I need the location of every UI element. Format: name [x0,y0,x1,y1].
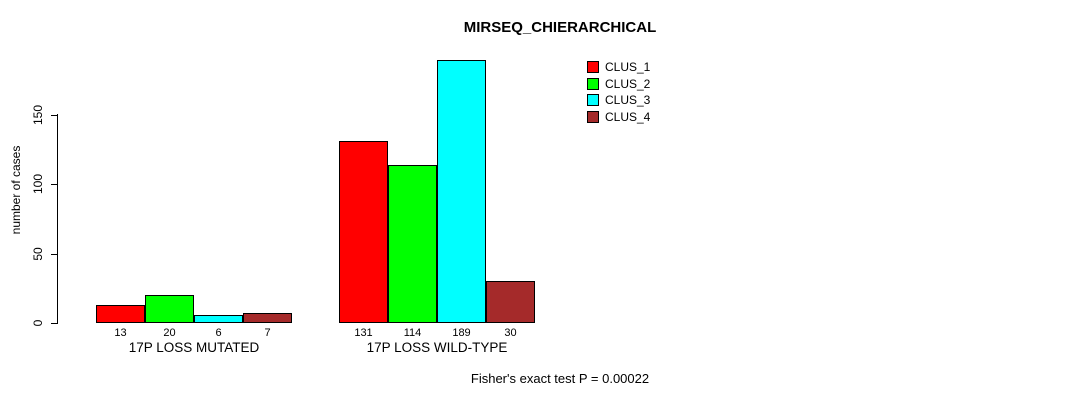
y-axis-tick [51,253,57,255]
bar-value-label: 30 [504,327,517,339]
chart-title: MIRSEQ_CHIERARCHICAL [463,19,657,36]
bar-value-label: 189 [452,327,471,339]
y-axis-title: number of cases [9,145,23,235]
legend-swatch [587,61,599,73]
fisher-test-annotation: Fisher's exact test P = 0.00022 [470,371,650,386]
legend-label: CLUS_2 [605,76,651,91]
legend-label: CLUS_3 [605,93,651,107]
bar-clus_2 [388,164,437,323]
group-label: 17P LOSS WILD-TYPE [366,340,508,355]
legend-item-clus_1: CLUS_1 [587,60,651,74]
y-axis-tick-label: 100 [31,173,45,195]
y-axis-tick-label: 150 [31,104,45,125]
legend-label: CLUS_4 [605,109,651,124]
legend-item-clus_3: CLUS_3 [587,93,651,107]
y-axis-line [57,114,58,324]
legend-item-clus_2: CLUS_2 [587,76,651,91]
group-label: 17P LOSS MUTATED [128,340,260,355]
bar-value-label: 6 [215,327,222,339]
legend: CLUS_1 CLUS_2 CLUS_3 CLUS_4 [587,60,651,127]
bar-value-label: 13 [114,327,127,339]
bar-clus_4 [486,281,535,323]
bar-clus_3 [437,60,486,323]
bar-value-label: 20 [163,327,176,339]
bar-value-label: 131 [354,327,373,339]
y-axis-tick [51,323,57,324]
legend-swatch [587,77,599,90]
legend-label: CLUS_1 [605,60,651,74]
bar-clus_4 [243,313,292,323]
bar-value-label: 7 [264,327,271,339]
y-axis-tick-label: 0 [31,319,45,327]
legend-swatch [587,110,599,123]
y-axis-tick [51,184,57,185]
bar-clus_3 [194,314,243,323]
legend-item-clus_4: CLUS_4 [587,109,651,124]
y-axis-tick-label: 50 [31,246,45,261]
legend-swatch [587,94,599,106]
y-axis-tick [51,114,57,116]
bar-clus_2 [145,295,194,323]
bar-clus_1 [339,140,388,323]
bar-value-label: 114 [403,327,422,339]
bar-clus_1 [96,304,145,323]
